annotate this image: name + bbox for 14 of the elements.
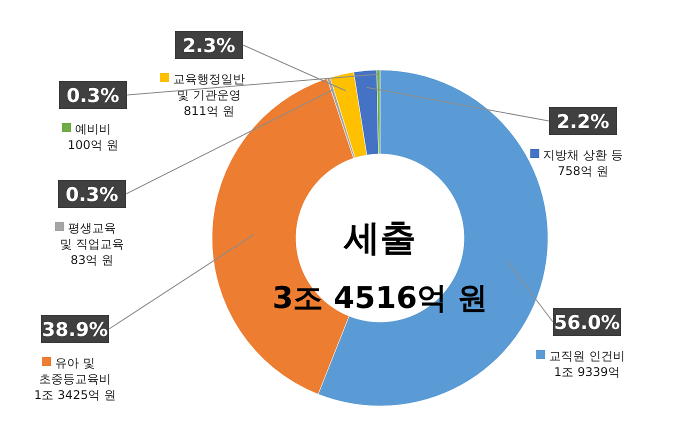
legend-label: 교직원 인건비 1조 9339억 <box>549 349 625 379</box>
data-label: 38.9% <box>42 319 108 341</box>
data-label: 0.3% <box>66 184 118 206</box>
legend-label: 교육행정일반 및 기관운영 811억 원 <box>173 72 245 118</box>
text: 3조 4516억 원 <box>272 281 488 316</box>
legend-label: 예비비 100억 원 <box>68 122 118 152</box>
data-label: 0.3% <box>66 85 120 107</box>
legend-label: 지방채 상환 등 758억 원 <box>543 148 623 178</box>
text: 세출 <box>343 218 416 259</box>
data-label: 56.0% <box>554 312 620 334</box>
legend-label: 유아 및 초중등교육비 1조 3425억 원 <box>34 356 116 402</box>
legend-label: 평생교육 및 직업교육 83억 원 <box>60 221 124 267</box>
data-label: 2.2% <box>556 111 610 133</box>
data-label: 2.3% <box>182 35 236 57</box>
